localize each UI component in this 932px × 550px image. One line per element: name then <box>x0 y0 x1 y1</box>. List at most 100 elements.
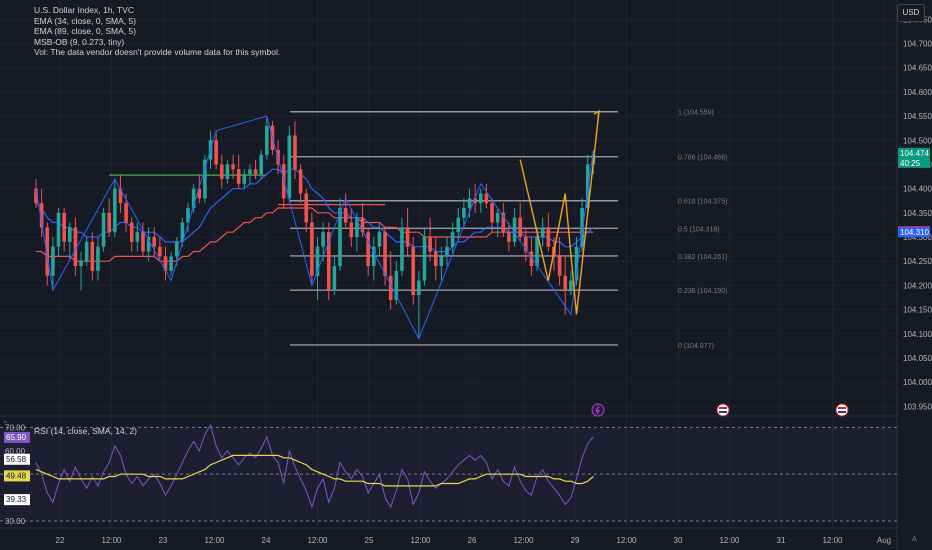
candle-body <box>39 203 44 228</box>
candle-body <box>478 193 483 204</box>
candle-body <box>163 256 168 271</box>
candle-body <box>96 246 100 271</box>
candle-body <box>546 227 551 247</box>
rsi-legend[interactable]: RSI (14, close, SMA, 14, 2) <box>34 426 137 436</box>
candle-body <box>507 232 511 242</box>
rsi-line <box>35 423 594 509</box>
candle-body <box>321 232 325 247</box>
candle-body <box>242 174 247 184</box>
time-tick-label: 12:00 <box>204 536 225 545</box>
rsi-value-text: 56.58 <box>6 455 27 464</box>
candle-body <box>338 208 342 267</box>
time-tick-label: 22 <box>56 536 65 545</box>
time-tick-label: 26 <box>468 536 477 545</box>
fib-level-label: 1 (104.559) <box>678 110 714 117</box>
candle-body <box>355 217 359 238</box>
time-tick-label: 12:00 <box>616 536 637 545</box>
price-label-text: 104.474 <box>900 149 929 158</box>
candle-body <box>141 232 145 252</box>
ema34-legend[interactable]: EMA (34, close, 0, SMA, 5) <box>34 15 137 26</box>
candle-body <box>197 188 202 199</box>
auto-scale-icon[interactable]: A <box>912 536 917 543</box>
price-tick-label: 104.000 <box>903 378 932 387</box>
candle-body <box>518 217 522 238</box>
candle-body <box>484 193 489 204</box>
candle-body <box>293 135 297 170</box>
candle-body <box>439 256 444 267</box>
candle-body <box>422 237 427 281</box>
time-tick-label: 29 <box>571 536 580 545</box>
candle-body <box>169 256 173 271</box>
candle-body <box>191 188 196 208</box>
candle-body <box>332 266 337 291</box>
candle-body <box>225 164 230 179</box>
rsi-value-badge <box>4 470 30 482</box>
rsi-value-text: 39.33 <box>6 495 27 504</box>
candle-body <box>73 227 78 267</box>
candle-body <box>326 232 331 291</box>
candle-body <box>377 232 382 247</box>
price-tick-label: 104.500 <box>903 136 932 145</box>
price-label-text: 104.310 <box>900 228 929 237</box>
rsi-value-badge <box>4 431 30 443</box>
candle-body <box>51 246 55 276</box>
candle-body <box>62 212 66 242</box>
candle-body <box>569 280 573 291</box>
candle-body <box>383 232 387 276</box>
candle-body <box>495 212 500 223</box>
candle-body <box>512 217 517 242</box>
price-tick-label: 104.550 <box>903 112 932 121</box>
price-tick-label: 104.050 <box>903 354 932 363</box>
candle-body <box>135 232 140 242</box>
candle-body <box>231 164 235 170</box>
rsi-value-text: 65.90 <box>6 433 27 442</box>
candle-body <box>456 217 461 233</box>
candle-body <box>445 246 449 257</box>
time-tick-label: 24 <box>262 536 271 545</box>
us-flag-event-icon <box>716 403 730 417</box>
candle-body <box>113 188 117 233</box>
rsi-tick-label: 30.00 <box>5 517 26 526</box>
price-tick-label: 103.950 <box>903 402 932 411</box>
candle-body <box>433 251 438 267</box>
candle-body <box>405 227 410 247</box>
candle-body <box>146 237 151 252</box>
rsi-value-badge <box>4 453 30 465</box>
msb-ob-legend[interactable]: MSB-OB (9, 0.273, tiny) <box>34 36 125 47</box>
fib-level-label: 0.236 (104.190) <box>678 288 727 295</box>
candle-body <box>79 261 83 267</box>
candle-body <box>236 169 241 184</box>
candle-body <box>259 154 263 175</box>
candle-body <box>473 198 477 204</box>
price-tick-label: 104.650 <box>903 64 932 73</box>
candle-body <box>349 222 354 238</box>
symbol-title[interactable]: U.S. Dollar Index, 1h, TVC <box>34 5 134 15</box>
time-tick-label: 12:00 <box>410 536 431 545</box>
candle-body <box>174 241 179 257</box>
price-tick-label: 104.100 <box>903 330 932 339</box>
price-label-badge <box>898 147 930 168</box>
ema89-line <box>36 207 594 262</box>
currency-button[interactable]: USD <box>897 4 925 22</box>
time-tick-label: Aug <box>877 536 891 545</box>
candle-body <box>129 222 134 242</box>
candle-body <box>529 251 534 267</box>
candle-body <box>118 188 123 204</box>
us-flag-stripe <box>719 407 727 409</box>
candle-body <box>152 237 157 247</box>
candle-body <box>203 159 207 199</box>
candle-body <box>265 125 269 155</box>
candle-body <box>417 280 421 296</box>
candle-body <box>490 203 494 223</box>
time-tick-label: 31 <box>777 536 786 545</box>
candle-body <box>388 275 393 300</box>
us-flag-stripe <box>838 411 846 413</box>
candle-body <box>124 203 128 223</box>
candle-body <box>524 237 528 252</box>
ema89-legend[interactable]: EMA (89, close, 0, SMA, 5) <box>34 26 137 36</box>
price-tick-label: 104.600 <box>903 88 932 97</box>
fib-level-label: 0.618 (104.375) <box>678 199 727 206</box>
collapse-arrow-icon[interactable]: ⌃ <box>2 420 9 429</box>
candle-body <box>56 212 61 247</box>
